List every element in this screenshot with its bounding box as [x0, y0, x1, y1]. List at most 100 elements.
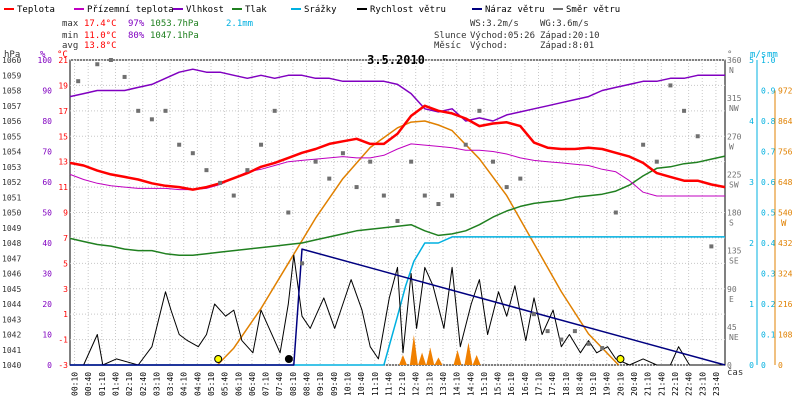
pct-tick-label: 80 [42, 117, 52, 126]
ms-tick-label: 0 [749, 361, 754, 370]
x-tick-label: 08:40 [303, 372, 312, 396]
rain-intensity-bar [426, 347, 435, 365]
wind-direction-point [272, 108, 277, 113]
wind-sun-info: WS:3.2m/s WG:3.6m/s Slunce Východ:05:26 … [434, 19, 600, 51]
mm-tick-label: 0 [761, 361, 766, 370]
sunset-text: Západ:20:10 [540, 31, 600, 41]
x-tick-label: 23:10 [698, 372, 707, 396]
wind-direction-point [450, 193, 455, 198]
temp-tick-label: 9 [63, 209, 68, 218]
hpa-tick-label: 1055 [2, 132, 21, 141]
wind-gust-text: WG:3.6m/s [540, 19, 589, 29]
wind-direction-point [286, 210, 291, 215]
stat-max-rain: 2.1mm [226, 19, 253, 29]
wind-direction-point [313, 159, 318, 164]
dir-tick-label: 0 [727, 361, 732, 370]
x-tick-label: 17:10 [535, 372, 544, 396]
hpa-tick-label: 1046 [2, 270, 21, 279]
x-tick-label: 07:40 [275, 372, 284, 396]
dir-compass-label: N [729, 66, 734, 75]
dir-tick-label: 90 [727, 285, 737, 294]
wind-direction-point [245, 168, 250, 173]
temp-tick-label: 3 [63, 285, 68, 294]
wind-direction-point [327, 176, 332, 181]
mm-tick-label: 0.1 [761, 331, 776, 340]
wind-direction-point [518, 176, 523, 181]
ms-tick-label: 5 [749, 56, 754, 65]
sunrise-text: Východ:05:26 [470, 31, 535, 41]
dir-compass-label: NW [729, 104, 739, 113]
rain-intensity-bar [464, 342, 473, 365]
x-tick-label: 10:40 [357, 372, 366, 396]
x-tick-label: 20:40 [630, 372, 639, 396]
dir-tick-label: 225 [727, 170, 742, 179]
rain-intensity-bar [472, 355, 481, 365]
temp-tick-label: -3 [58, 361, 68, 370]
legend-label: Přízemní teplota [87, 5, 174, 15]
hpa-tick-label: 1047 [2, 254, 21, 263]
stat-avg-temp: 13.8°C [84, 41, 117, 51]
pct-tick-label: 50 [42, 209, 52, 218]
x-tick-label: 15:40 [494, 372, 503, 396]
mm-tick-label: 0.5 [761, 209, 776, 218]
wind-direction-point [190, 151, 195, 156]
x-tick-label: 19:40 [603, 372, 612, 396]
rain-intensity-bar [434, 357, 443, 365]
axis-title-time: čas [727, 367, 743, 378]
hpa-tick-label: 1043 [2, 315, 21, 324]
x-tick-label: 08:10 [289, 372, 298, 396]
moonset-marker [284, 355, 293, 363]
mm-tick-label: 0.7 [761, 148, 776, 157]
wind-direction-point [149, 117, 154, 122]
x-tick-label: 11:40 [384, 372, 393, 396]
wind-direction-point [108, 58, 113, 62]
stat-max-press: 1053.7hPa [150, 19, 199, 29]
pct-tick-label: 0 [47, 361, 52, 370]
wind-direction-point [491, 159, 496, 164]
pct-tick-label: 100 [38, 56, 53, 65]
x-tick-label: 07:10 [262, 372, 271, 396]
wind-direction-point [504, 185, 509, 190]
x-tick-label: 02:40 [139, 372, 148, 396]
rain-intensity-bar [453, 350, 462, 365]
x-tick-label: 12:10 [398, 372, 407, 396]
wind-direction-point [163, 108, 168, 113]
legend-label: Srážky [304, 5, 337, 15]
mm-tick-label: 0.8 [761, 117, 776, 126]
x-tick-label: 22:40 [685, 372, 694, 396]
wind-direction-point [136, 108, 141, 113]
wind-direction-point [395, 218, 400, 223]
x-tick-label: 01:40 [111, 372, 120, 396]
mm-tick-label: 0.9 [761, 87, 776, 96]
x-tick-label: 13:40 [439, 372, 448, 396]
wind-direction-point [231, 193, 236, 198]
w-tick-label: 216 [778, 300, 793, 309]
stat-min-hum: 80% [128, 31, 145, 41]
dir-tick-label: 360 [727, 56, 742, 65]
hpa-tick-label: 1048 [2, 239, 21, 248]
stat-min-label: min [62, 31, 78, 41]
temp-tick-label: 11 [58, 183, 68, 192]
ms-tick-label: 2 [749, 239, 754, 248]
dir-tick-label: 180 [727, 209, 742, 218]
dir-tick-label: 45 [727, 323, 737, 332]
wind-direction-point [422, 193, 427, 198]
wind-direction-point [545, 329, 550, 334]
legend-label: Náraz větru [485, 5, 545, 15]
rain-intensity-bar [418, 352, 427, 365]
dir-compass-label: E [729, 295, 734, 304]
x-tick-label: 03:10 [152, 372, 161, 396]
mm-tick-label: 0.4 [761, 239, 776, 248]
wind-direction-point [463, 142, 468, 147]
dir-compass-label: S [729, 219, 734, 228]
hpa-tick-label: 1052 [2, 178, 21, 187]
hpa-tick-label: 1045 [2, 285, 21, 294]
ms-tick-label: 3 [749, 178, 754, 187]
x-tick-label: 14:40 [466, 372, 475, 396]
hpa-tick-label: 1040 [2, 361, 21, 370]
wind-direction-point [668, 83, 673, 88]
x-tick-label: 10:10 [343, 372, 352, 396]
axis-title-hpa: hPa [4, 50, 20, 60]
wind-direction-point [177, 142, 182, 147]
